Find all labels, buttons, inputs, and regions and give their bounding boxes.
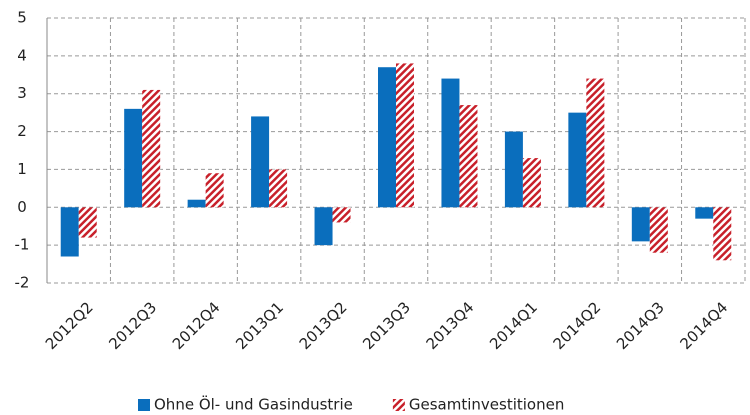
y-tick-label: 5 xyxy=(17,9,27,27)
x-tick-label: 2013Q3 xyxy=(359,298,414,353)
bar xyxy=(269,169,288,208)
bar xyxy=(649,207,668,253)
bar xyxy=(332,207,351,223)
y-tick-label: 3 xyxy=(17,84,27,102)
bar xyxy=(78,207,97,238)
bar xyxy=(142,89,161,208)
bar xyxy=(522,158,541,208)
bar xyxy=(205,173,224,208)
legend-label: Gesamtinvestitionen xyxy=(409,396,564,414)
bar xyxy=(60,207,79,257)
bar xyxy=(586,78,605,208)
x-tick-label: 2014Q3 xyxy=(613,298,668,353)
bar xyxy=(459,105,478,208)
x-tick-label: 2014Q2 xyxy=(550,298,605,353)
y-tick-label: 0 xyxy=(17,198,27,216)
x-tick-label: 2013Q1 xyxy=(232,298,287,353)
bar xyxy=(568,112,587,208)
y-tick-label: 2 xyxy=(17,122,27,140)
bar xyxy=(396,63,414,208)
legend-swatch xyxy=(392,399,405,411)
bar xyxy=(251,116,270,208)
bar xyxy=(124,108,143,208)
bar xyxy=(713,207,732,261)
x-tick-label: 2012Q4 xyxy=(169,298,224,353)
y-tick-label: -1 xyxy=(15,236,30,254)
x-tick-label: 2014Q1 xyxy=(486,298,541,353)
bar xyxy=(695,207,714,219)
x-tick-label: 2012Q3 xyxy=(105,298,160,353)
x-tick-label: 2012Q2 xyxy=(42,298,97,353)
bar xyxy=(631,207,650,242)
bar xyxy=(441,78,460,208)
x-tick-label: 2013Q2 xyxy=(296,298,351,353)
x-tick-label: 2013Q4 xyxy=(423,298,478,353)
legend-label: Ohne Öl- und Gasindustrie xyxy=(154,395,353,414)
bar xyxy=(504,131,523,208)
y-tick-label: 1 xyxy=(17,160,27,178)
y-tick-label: 4 xyxy=(17,46,27,64)
y-tick-label: -2 xyxy=(15,274,30,292)
bar xyxy=(314,207,333,246)
bar xyxy=(187,199,206,208)
legend-swatch xyxy=(138,399,150,411)
bar xyxy=(378,67,396,208)
x-tick-label: 2014Q4 xyxy=(676,298,731,353)
